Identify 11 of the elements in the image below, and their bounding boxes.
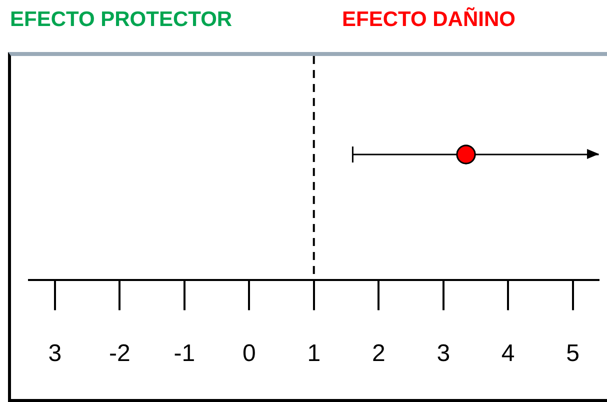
x-tick-label: 0 bbox=[242, 340, 256, 368]
x-tick-label: 1 bbox=[307, 340, 321, 368]
x-tick-label: -2 bbox=[108, 340, 130, 368]
text: EFECTO DAÑINO bbox=[342, 8, 516, 32]
x-tick-label: 4 bbox=[501, 340, 515, 368]
x-tick-label: -1 bbox=[174, 340, 196, 368]
x-tick-label: 2 bbox=[372, 340, 386, 368]
x-tick-label: 3 bbox=[48, 340, 62, 368]
x-tick-label: 5 bbox=[566, 340, 580, 368]
text: EFECTO PROTECTOR bbox=[10, 8, 232, 32]
x-tick-label: 3 bbox=[436, 340, 450, 368]
